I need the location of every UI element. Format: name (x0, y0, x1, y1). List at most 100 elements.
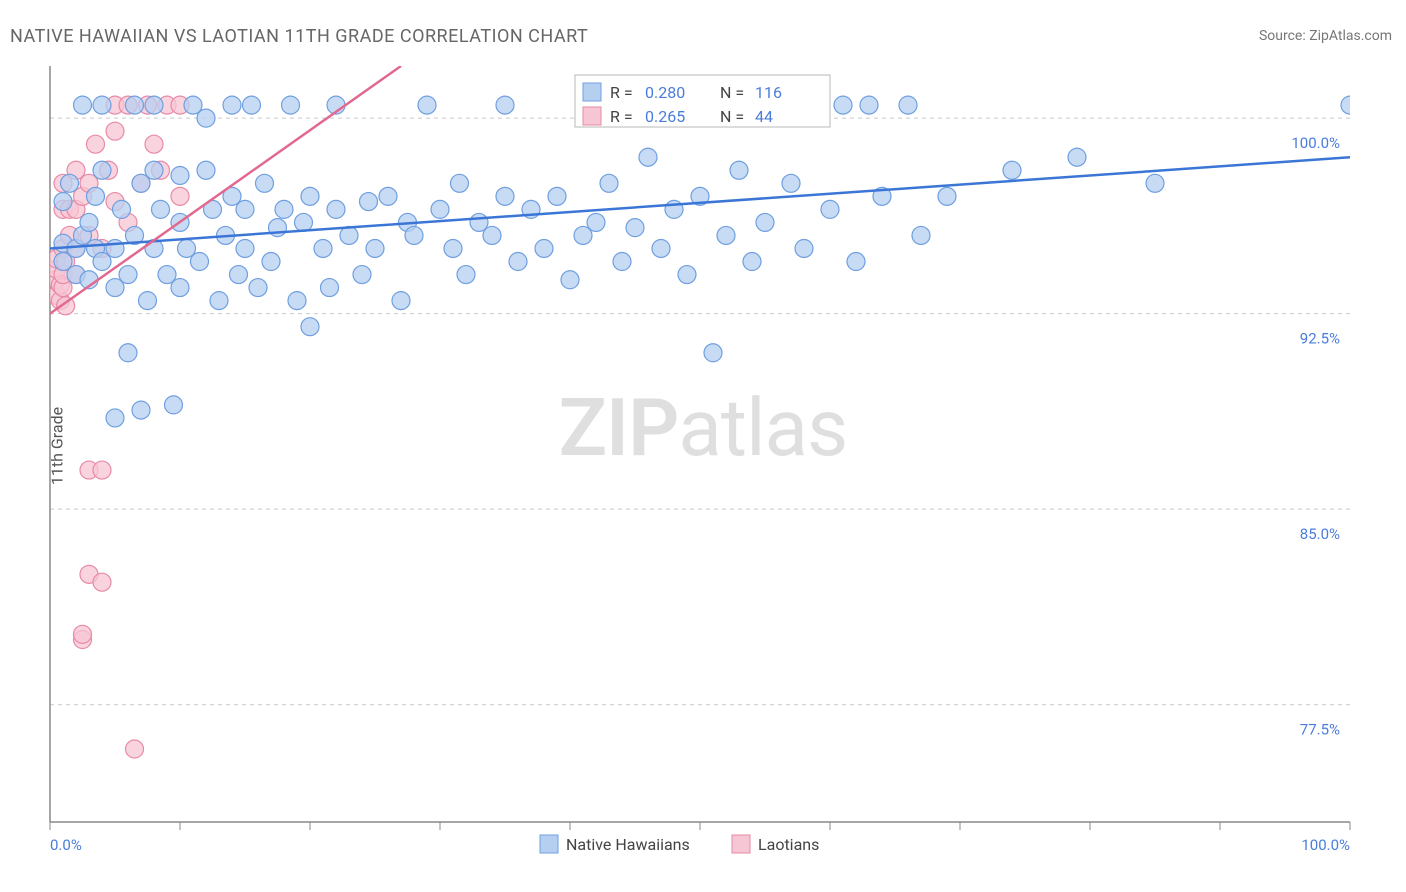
scatter-point (1341, 96, 1359, 114)
scatter-point (314, 239, 332, 257)
scatter-point (119, 344, 137, 362)
scatter-point (756, 213, 774, 231)
scatter-point (821, 200, 839, 218)
scatter-point (197, 109, 215, 127)
bottom-legend-swatch (540, 835, 558, 853)
scatter-point (262, 253, 280, 271)
legend-r-value: 0.280 (645, 83, 685, 102)
scatter-point (379, 187, 397, 205)
scatter-point (288, 292, 306, 310)
scatter-point (509, 253, 527, 271)
scatter-point (847, 253, 865, 271)
scatter-point (587, 213, 605, 231)
scatter-point (548, 187, 566, 205)
scatter-point (106, 409, 124, 427)
scatter-point (126, 96, 144, 114)
correlation-chart: 77.5%85.0%92.5%100.0%0.0%100.0%R =0.280N… (0, 0, 1406, 892)
scatter-point (360, 193, 378, 211)
scatter-point (256, 174, 274, 192)
scatter-point (743, 253, 761, 271)
scatter-point (496, 96, 514, 114)
scatter-point (223, 96, 241, 114)
scatter-point (639, 148, 657, 166)
scatter-point (782, 174, 800, 192)
scatter-point (145, 96, 163, 114)
scatter-point (1003, 161, 1021, 179)
scatter-point (678, 266, 696, 284)
bottom-legend-label: Native Hawaiians (566, 835, 690, 854)
scatter-point (87, 187, 105, 205)
scatter-point (613, 253, 631, 271)
scatter-point (93, 96, 111, 114)
y-tick-label: 77.5% (1300, 721, 1340, 739)
scatter-point (171, 166, 189, 184)
scatter-point (171, 187, 189, 205)
scatter-point (119, 266, 137, 284)
scatter-point (834, 96, 852, 114)
legend-n-value: 44 (755, 107, 773, 126)
scatter-point (93, 573, 111, 591)
scatter-point (431, 200, 449, 218)
scatter-point (191, 253, 209, 271)
scatter-point (795, 239, 813, 257)
scatter-point (457, 266, 475, 284)
scatter-point (405, 226, 423, 244)
scatter-point (74, 625, 92, 643)
scatter-point (152, 200, 170, 218)
scatter-point (321, 279, 339, 297)
scatter-point (243, 96, 261, 114)
scatter-point (282, 96, 300, 114)
bottom-legend-swatch (732, 835, 750, 853)
legend-r-label: R = (610, 107, 633, 126)
x-tick-label: 0.0% (50, 836, 82, 854)
scatter-point (418, 96, 436, 114)
scatter-point (366, 239, 384, 257)
scatter-point (236, 239, 254, 257)
scatter-point (496, 187, 514, 205)
scatter-point (626, 219, 644, 237)
scatter-point (139, 292, 157, 310)
legend-n-label: N = (720, 107, 744, 126)
legend-n-label: N = (720, 83, 744, 102)
scatter-point (704, 344, 722, 362)
scatter-point (165, 396, 183, 414)
scatter-point (145, 161, 163, 179)
scatter-point (730, 161, 748, 179)
scatter-point (126, 740, 144, 758)
y-tick-label: 92.5% (1300, 330, 1340, 348)
scatter-point (145, 135, 163, 153)
scatter-point (860, 96, 878, 114)
scatter-point (197, 161, 215, 179)
scatter-point (236, 200, 254, 218)
legend-n-value: 116 (755, 83, 782, 102)
scatter-point (561, 271, 579, 289)
scatter-point (535, 239, 553, 257)
scatter-point (74, 96, 92, 114)
legend-r-label: R = (610, 83, 633, 102)
scatter-point (132, 401, 150, 419)
scatter-point (912, 226, 930, 244)
scatter-point (171, 279, 189, 297)
scatter-point (600, 174, 618, 192)
scatter-point (210, 292, 228, 310)
scatter-point (87, 135, 105, 153)
scatter-point (80, 213, 98, 231)
scatter-point (93, 161, 111, 179)
scatter-point (301, 318, 319, 336)
scatter-point (327, 200, 345, 218)
scatter-point (275, 200, 293, 218)
scatter-point (295, 213, 313, 231)
scatter-point (93, 461, 111, 479)
scatter-point (451, 174, 469, 192)
y-tick-label: 100.0% (1291, 134, 1340, 152)
scatter-point (444, 239, 462, 257)
scatter-point (106, 239, 124, 257)
scatter-point (1146, 174, 1164, 192)
scatter-point (61, 174, 79, 192)
scatter-point (899, 96, 917, 114)
scatter-point (483, 226, 501, 244)
scatter-point (652, 239, 670, 257)
scatter-point (249, 279, 267, 297)
scatter-point (353, 266, 371, 284)
legend-swatch (583, 107, 601, 125)
